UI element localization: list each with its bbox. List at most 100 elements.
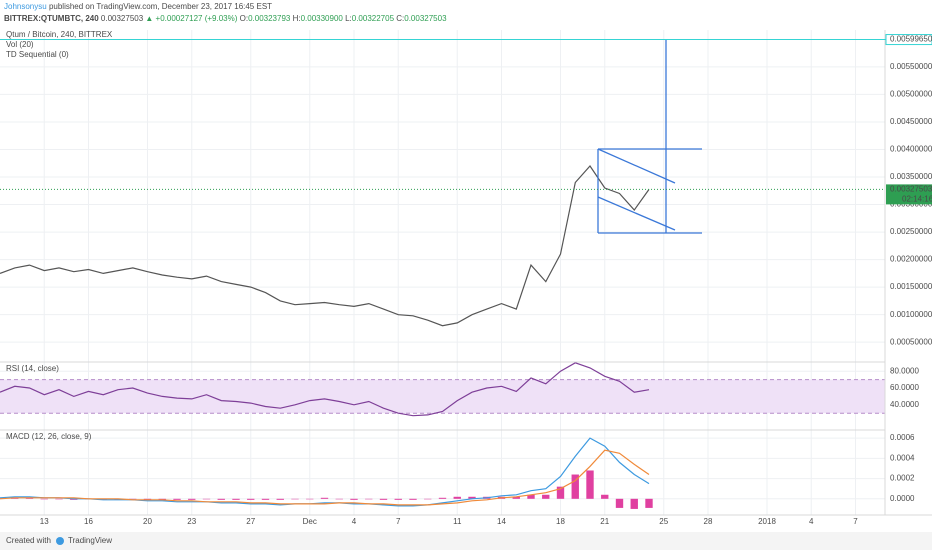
histogram-bar — [335, 498, 343, 500]
histogram-bar — [645, 498, 653, 508]
histogram-bar — [55, 498, 63, 500]
pane-title: RSI (14, close) — [6, 364, 59, 373]
histogram-bar — [365, 498, 373, 500]
grid — [0, 30, 885, 515]
header: Johnsonysu published on TradingView.com,… — [4, 2, 272, 11]
histogram-bar — [438, 497, 447, 499]
y-tick-label: 80.0000 — [890, 366, 919, 375]
y-tick-label: 0.00200000 — [890, 255, 932, 264]
histogram-bar — [512, 496, 520, 499]
x-tick-label: 7 — [853, 517, 858, 526]
histogram-bar — [320, 497, 329, 499]
footer-text: Created with — [6, 536, 51, 545]
series-line — [0, 437, 650, 507]
series-line — [0, 449, 650, 506]
histogram-bar — [379, 498, 388, 500]
drawing-line — [597, 148, 676, 184]
l-label: L: — [345, 14, 352, 23]
legend-entry: TD Sequential (0) — [6, 50, 69, 59]
histogram-bar — [409, 498, 417, 500]
histogram-bar — [291, 498, 299, 500]
y-tick-label: 0.00500000 — [890, 90, 932, 99]
y-tick-label: 0.00450000 — [890, 117, 932, 126]
rsi-band — [0, 379, 885, 414]
pane-title: MACD (12, 26, close, 9) — [6, 432, 92, 441]
histogram-bar — [453, 496, 461, 499]
logo — [56, 537, 64, 545]
histogram-bar — [630, 498, 638, 509]
y-tick-label: 40.0000 — [890, 400, 919, 409]
price-tag — [885, 34, 932, 46]
h-label: H: — [293, 14, 301, 23]
legend-entry: Vol (20) — [6, 40, 34, 49]
marks — [0, 165, 653, 509]
histogram-bar — [173, 498, 181, 500]
price-tag — [886, 184, 932, 205]
y-tick-label: 60.0000 — [890, 383, 919, 392]
x-tick-label: 27 — [246, 517, 255, 526]
histogram-bar — [40, 498, 48, 500]
x-tick-label: 2018 — [758, 517, 776, 526]
histogram-bar — [188, 498, 196, 500]
author: Johnsonysu — [4, 2, 47, 11]
y-tick-label: 0.0002 — [890, 474, 915, 483]
last-price-label: 0.00327503 — [890, 185, 932, 194]
series-line — [0, 165, 650, 327]
histogram-bar — [571, 474, 579, 499]
histogram-bar — [350, 498, 358, 500]
histogram-bar — [202, 498, 211, 500]
y-tick-label: 0.00350000 — [890, 172, 932, 181]
histogram-bar — [424, 498, 432, 500]
x-tick-label: 23 — [187, 517, 196, 526]
histogram-bar — [217, 498, 225, 500]
high-label: 0.00599650 — [890, 35, 932, 44]
histogram-bar — [468, 496, 476, 499]
quote: BITTREX:QTUMBTC, 240 0.00327503 ▲ +0.000… — [4, 14, 447, 23]
histogram-bar — [261, 498, 270, 500]
histogram-bar — [601, 494, 609, 499]
x-tick-label: 16 — [84, 517, 93, 526]
histogram-bar — [276, 498, 284, 500]
x-tick-label: 21 — [600, 517, 609, 526]
histogram-bar — [232, 498, 240, 500]
y-tick-label: 0.00400000 — [890, 145, 932, 154]
histogram-bar — [556, 486, 565, 499]
drawing — [597, 39, 702, 234]
drawing-line — [597, 196, 676, 231]
histogram-bar — [527, 494, 535, 499]
c-label: C: — [396, 14, 404, 23]
y-tick-label: 0.00250000 — [890, 227, 932, 236]
histogram-bar — [394, 498, 402, 500]
close: 0.00327503 — [404, 14, 447, 23]
open: 0.00323793 — [248, 14, 291, 23]
x-tick-label: Dec — [303, 517, 317, 526]
footer — [0, 532, 932, 550]
x-tick-label: 14 — [497, 517, 506, 526]
footer-brand: TradingView — [68, 536, 112, 545]
x-tick-label: 20 — [143, 517, 152, 526]
legend-entry: Qtum / Bitcoin, 240, BITTREX — [6, 30, 113, 39]
histogram-bar — [586, 470, 594, 499]
y-tick-label: 0.0000 — [890, 494, 915, 503]
series-line — [0, 362, 650, 417]
histogram-bar — [306, 498, 314, 500]
x-tick-label: 13 — [40, 517, 49, 526]
histogram-bar — [247, 498, 255, 500]
x-tick-label: 4 — [352, 517, 357, 526]
x-tick-label: 18 — [556, 517, 565, 526]
x-tick-label: 4 — [809, 517, 814, 526]
published: published on TradingView.com, December 2… — [49, 2, 272, 11]
o-label: O: — [240, 14, 248, 23]
y-tick-label: 0.00550000 — [890, 62, 932, 71]
y-tick-label: 0.00150000 — [890, 282, 932, 291]
countdown: 02:14:16 — [902, 195, 932, 204]
change: ▲ +0.00027127 (+9.03%) — [145, 14, 237, 23]
last: 0.00327503 — [101, 14, 144, 23]
y-tick-label: 0.00100000 — [890, 310, 932, 319]
x-tick-label: 28 — [704, 517, 713, 526]
symbol: BITTREX:QTUMBTC, 240 — [4, 14, 99, 23]
histogram-bar — [615, 498, 624, 508]
x-tick-label: 25 — [659, 517, 668, 526]
